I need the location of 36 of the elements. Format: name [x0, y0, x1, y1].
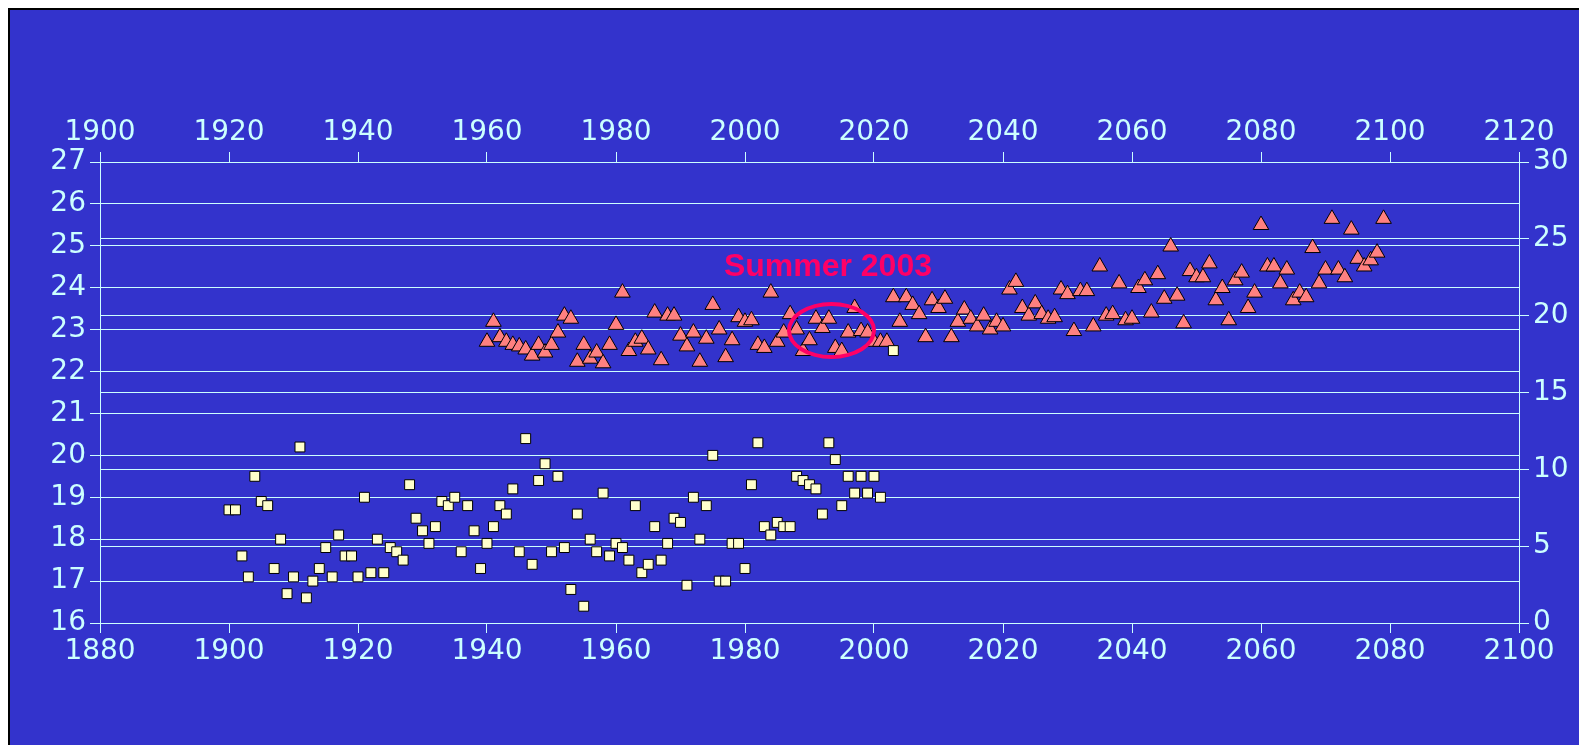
y-tick-label: 23 — [50, 310, 86, 344]
y2-tick-label: 15 — [1533, 373, 1569, 407]
x-tick-label: 2040 — [1096, 633, 1168, 667]
y-tick-label: 21 — [50, 394, 86, 428]
x2-tick-label: 2000 — [709, 114, 781, 148]
y2-tick-label: 10 — [1533, 450, 1569, 484]
x-tick-label: 2000 — [838, 633, 910, 667]
x2-tick-label: 2020 — [838, 114, 910, 148]
y-tick-label: 24 — [50, 269, 86, 303]
y2-tick-label: 25 — [1533, 220, 1569, 254]
x2-tick-label: 1940 — [322, 114, 394, 148]
y-tick-label: 26 — [50, 185, 86, 219]
x-tick-label: 2080 — [1354, 633, 1426, 667]
y-tick-label: 25 — [50, 227, 86, 261]
x-tick-label: 1940 — [451, 633, 523, 667]
annotation: Summer 2003 — [723, 246, 933, 283]
x-tick-label: 1960 — [580, 633, 652, 667]
x-tick-label: 2020 — [967, 633, 1039, 667]
x-tick-label: 1980 — [709, 633, 781, 667]
y-tick-label: 22 — [50, 352, 86, 386]
x-tick-label: 1900 — [193, 633, 265, 667]
y-tick-label: 17 — [50, 562, 86, 596]
x-tick-label: 2060 — [1225, 633, 1297, 667]
x-tick-label: 1920 — [322, 633, 394, 667]
y-tick-label: 19 — [50, 478, 86, 512]
y2-tick-label: 5 — [1533, 527, 1551, 561]
x2-tick-label: 2040 — [967, 114, 1039, 148]
x2-tick-label: 1980 — [580, 114, 652, 148]
y2-tick-label: 20 — [1533, 296, 1569, 330]
y-tick-label: 18 — [50, 520, 86, 554]
x2-tick-label: 1960 — [451, 114, 523, 148]
y-tick-label: 20 — [50, 436, 86, 470]
x2-tick-label: 2080 — [1225, 114, 1297, 148]
x2-tick-label: 1920 — [193, 114, 265, 148]
x2-tick-label: 2100 — [1354, 114, 1426, 148]
x2-tick-label: 2060 — [1096, 114, 1168, 148]
